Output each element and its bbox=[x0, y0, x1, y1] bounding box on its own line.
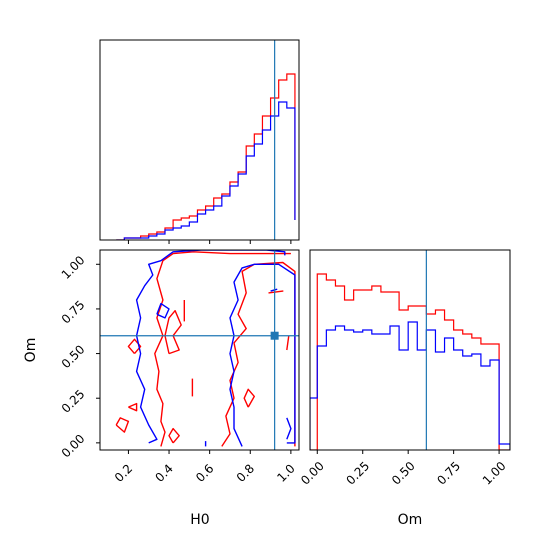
contour-xtick-label: 1.0 bbox=[274, 461, 297, 484]
contour-xtick-label: 0.8 bbox=[234, 461, 257, 484]
contour-ytick-label: 0.00 bbox=[59, 432, 88, 461]
om-histogram-blue-series bbox=[310, 321, 510, 450]
contour-red-line bbox=[268, 290, 284, 294]
contour-red-line bbox=[243, 388, 255, 408]
om-xtick-label: 0.75 bbox=[434, 459, 463, 488]
contour-blue-line bbox=[156, 302, 170, 319]
contour-blue-line bbox=[270, 288, 278, 292]
contour-yticks: 0.00 0.25 0.50 0.75 1.00 bbox=[59, 253, 100, 460]
contour-red-line bbox=[221, 261, 296, 447]
contour-xlabel: H0 bbox=[190, 512, 209, 528]
contour-xtick-label: 0.4 bbox=[153, 461, 176, 484]
contour-blue-line bbox=[229, 263, 296, 447]
h0-histogram-frame bbox=[99, 39, 300, 241]
om-histogram-xlabel: Om bbox=[398, 512, 423, 528]
contour-red-line bbox=[115, 417, 130, 433]
h0-histogram-red-series bbox=[116, 73, 296, 240]
om-histogram-panel: 0.00 0.25 0.50 0.75 1.00 Om bbox=[298, 249, 511, 528]
om-xtick-label: 0.00 bbox=[298, 459, 327, 488]
contour-red-line bbox=[127, 338, 142, 355]
contour-xtick-label: 0.6 bbox=[193, 461, 216, 484]
h0-om-contour-panel: 0.2 0.4 0.6 0.8 1.0 0.000.250.500.751.00 H0 … bbox=[23, 249, 300, 528]
h0-histogram-blue-series bbox=[116, 101, 296, 240]
contour-series bbox=[115, 250, 296, 447]
contour-red-line bbox=[154, 251, 291, 447]
contour-red-line bbox=[128, 402, 138, 412]
contour-red-line bbox=[286, 335, 290, 351]
om-histogram-series bbox=[310, 273, 510, 450]
contour-ylabel: Om bbox=[23, 338, 39, 363]
om-histogram-xticks: 0.00 0.25 0.50 0.75 1.00 bbox=[298, 450, 509, 488]
contour-frame bbox=[99, 249, 300, 451]
contour-red-line bbox=[164, 310, 182, 355]
h0-histogram-panel bbox=[99, 39, 300, 244]
contour-blue-line bbox=[135, 250, 286, 444]
om-xtick-label: 1.00 bbox=[480, 459, 509, 488]
contour-blue-line bbox=[286, 417, 292, 440]
contour-truth-point bbox=[270, 331, 279, 340]
contour-red-line bbox=[168, 427, 180, 444]
contour-ytick-label: 0.50 bbox=[59, 342, 88, 371]
contour-ytick-label: 0.75 bbox=[59, 298, 88, 327]
om-histogram-red-series bbox=[310, 273, 510, 450]
contour-xtick-label: 0.2 bbox=[112, 461, 135, 484]
h0-histogram-series bbox=[116, 73, 296, 240]
om-histogram-frame bbox=[309, 249, 511, 451]
om-xtick-label: 0.50 bbox=[389, 459, 418, 488]
contour-ytick-label: 1.00 bbox=[59, 253, 88, 282]
om-xtick-label: 0.25 bbox=[344, 459, 373, 488]
contour-ytick-label: 0.25 bbox=[59, 387, 88, 416]
contour-xticks: 0.2 0.4 0.6 0.8 1.0 bbox=[112, 450, 298, 485]
h0-histogram-xticks bbox=[127, 240, 292, 244]
